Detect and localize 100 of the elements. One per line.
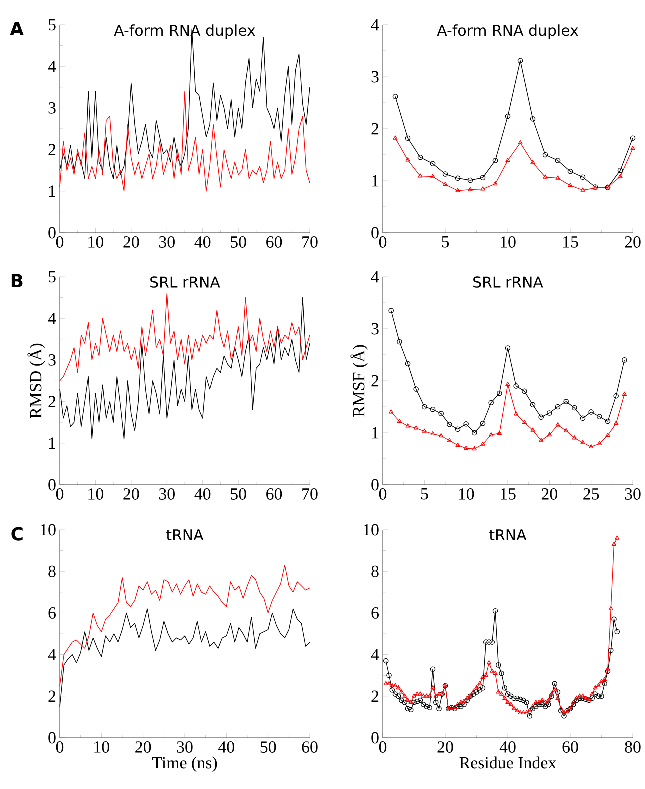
point (492, 158, 498, 164)
x-tick-label: 60 (302, 742, 318, 753)
point (397, 339, 402, 345)
x-tick-label: 20 (124, 488, 140, 500)
point (543, 174, 548, 179)
point (447, 422, 452, 428)
point (572, 436, 578, 440)
x-tick-label: 20 (438, 742, 454, 753)
point (497, 390, 502, 396)
point (430, 174, 436, 178)
y-tick-label: 0 (48, 227, 56, 239)
point (580, 440, 586, 444)
point (568, 168, 574, 174)
x-tick-label: 30 (177, 742, 193, 753)
point (472, 430, 478, 436)
y-tick-label: 2 (372, 123, 379, 135)
chart-title: tRNA (166, 530, 204, 541)
x-tick-label: 30 (159, 236, 175, 248)
point (530, 160, 536, 164)
point (547, 432, 552, 437)
point (406, 158, 410, 162)
point (488, 400, 494, 406)
y-tick-label: 4 (371, 271, 380, 283)
y-tick-label: 8 (48, 566, 56, 578)
y-tick-label: 2 (372, 690, 379, 702)
y-tick-label: 2 (48, 396, 56, 408)
x-tick-label: 20 (124, 236, 140, 248)
x-tick-label: 10 (88, 236, 104, 248)
point (518, 140, 523, 145)
point (480, 175, 486, 181)
x-tick-label: 70 (302, 488, 318, 500)
point (414, 426, 419, 430)
y-tick-label: 6 (372, 608, 379, 619)
y-tick-label: 0 (372, 479, 379, 491)
y-tick-label: 5 (48, 19, 56, 31)
x-tick-label: 30 (625, 488, 641, 500)
y-tick-label: 0 (372, 732, 379, 744)
point (443, 182, 448, 186)
point (597, 414, 602, 420)
point (506, 158, 510, 162)
y-tick-label: 5 (48, 271, 56, 283)
chart-title: SRL rRNA (150, 276, 220, 288)
x-tick-label: 10 (459, 488, 474, 500)
text: A (10, 22, 24, 36)
point (456, 442, 460, 447)
point (422, 428, 428, 433)
point (497, 430, 502, 436)
x-tick-label: 30 (159, 488, 175, 500)
point (514, 412, 519, 416)
point (614, 420, 619, 426)
point (606, 432, 610, 438)
point (530, 402, 536, 408)
point (618, 168, 624, 174)
point (456, 188, 460, 192)
point (468, 178, 474, 184)
x-tick-label: 70 (302, 236, 318, 248)
point (618, 174, 623, 178)
chart-title: A-form RNA duplex (114, 24, 256, 40)
point (580, 174, 586, 180)
point (480, 186, 486, 191)
line-series (60, 293, 310, 382)
point (430, 406, 436, 412)
y-tick-label: 1 (372, 427, 378, 439)
point (430, 161, 436, 166)
point (522, 388, 528, 394)
point (430, 431, 436, 436)
point (422, 404, 428, 410)
point (556, 422, 560, 427)
x-tick-label: 0 (56, 488, 64, 500)
point (439, 433, 444, 438)
y-tick-label: 10 (41, 524, 56, 536)
point (572, 405, 578, 411)
point (530, 428, 536, 432)
point (506, 382, 510, 386)
point (480, 420, 486, 426)
point (418, 154, 424, 160)
y-tick-label: 2 (48, 690, 56, 702)
chart-title: SRL rRNA (474, 276, 544, 288)
x-tick-label: 10 (88, 488, 104, 500)
chart-title: tRNA (490, 530, 527, 541)
point (555, 404, 561, 410)
x-tick-label: 0 (56, 236, 64, 248)
y-tick-label: 0 (48, 479, 56, 491)
point (539, 438, 544, 442)
x-tick-label: 60 (266, 236, 282, 248)
y-tick-label: 4 (48, 61, 56, 72)
point (542, 152, 548, 158)
point (597, 441, 602, 446)
point (414, 386, 419, 392)
point (555, 158, 561, 164)
point (405, 136, 411, 141)
point (438, 411, 444, 416)
text: B (12, 274, 23, 288)
point (464, 446, 469, 450)
x-tick-label: 15 (564, 236, 578, 248)
point (505, 346, 511, 351)
y-tick-label: 2 (48, 144, 56, 156)
x-tick-label: 40 (500, 742, 516, 753)
x-tick-label: 20 (625, 236, 641, 248)
point (589, 444, 594, 449)
